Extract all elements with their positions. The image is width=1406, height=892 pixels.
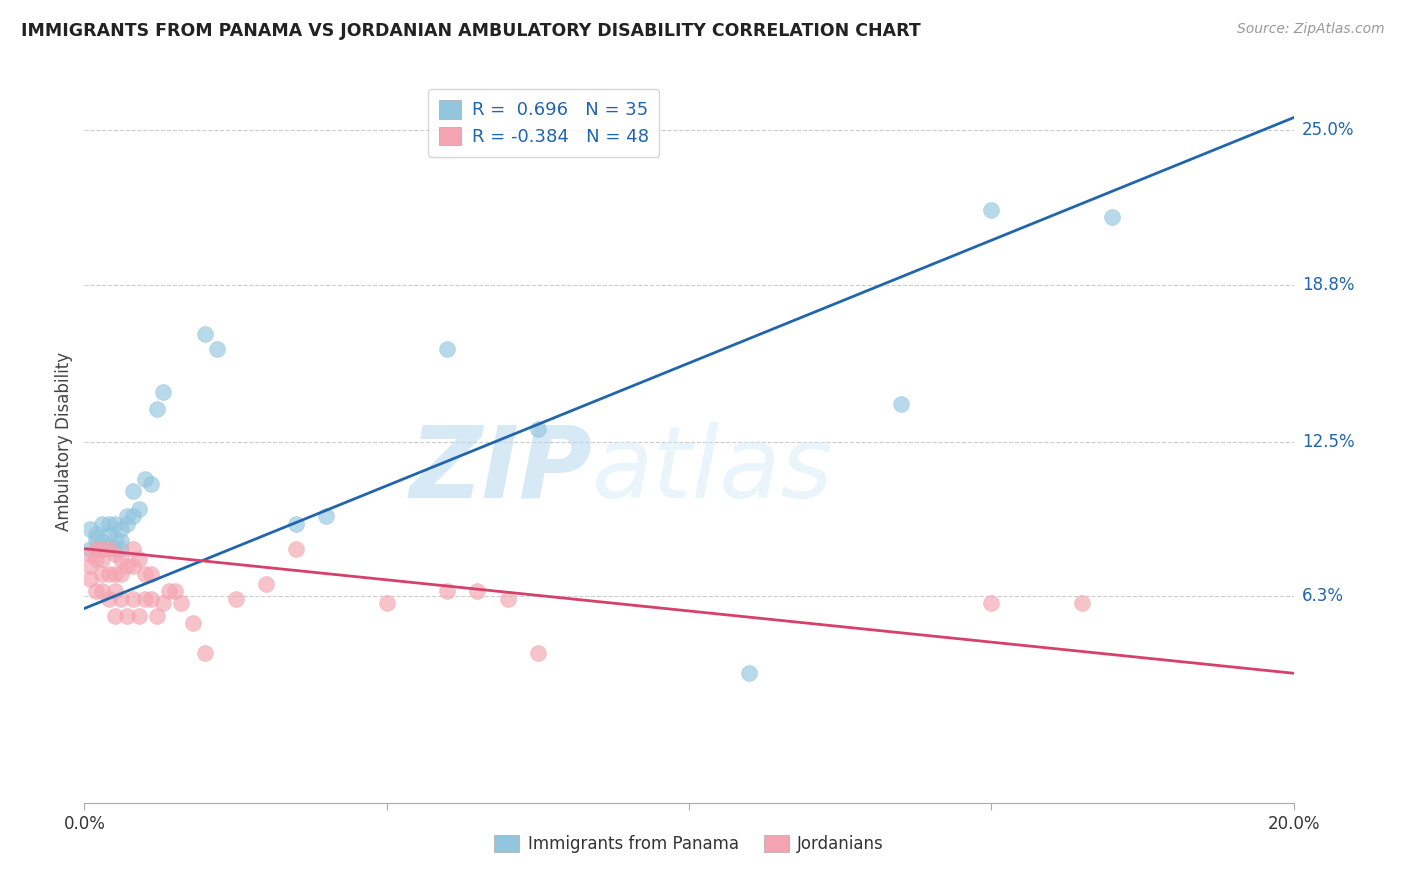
Point xyxy=(315,509,337,524)
Point xyxy=(97,591,120,606)
Point xyxy=(134,472,156,486)
Point xyxy=(128,501,150,516)
Point xyxy=(139,591,162,606)
Point xyxy=(194,327,217,342)
Text: atlas: atlas xyxy=(592,422,834,519)
Point xyxy=(165,584,187,599)
Point xyxy=(110,566,132,581)
Point xyxy=(121,484,143,499)
Point xyxy=(91,534,114,549)
Point xyxy=(110,551,132,566)
Point xyxy=(152,597,174,611)
Point xyxy=(436,584,458,599)
Point xyxy=(86,584,108,599)
Text: 12.5%: 12.5% xyxy=(1302,433,1354,450)
Point xyxy=(738,666,761,681)
Point xyxy=(194,646,217,660)
Point xyxy=(980,597,1002,611)
Point xyxy=(86,526,108,541)
Point xyxy=(139,476,162,491)
Point xyxy=(79,572,101,586)
Point xyxy=(115,559,138,574)
Point xyxy=(225,591,247,606)
Point xyxy=(121,559,143,574)
Point xyxy=(91,541,114,556)
Point xyxy=(97,539,120,553)
Point xyxy=(1101,211,1123,225)
Text: 25.0%: 25.0% xyxy=(1302,121,1354,139)
Point xyxy=(110,534,132,549)
Point xyxy=(86,541,108,556)
Point xyxy=(115,509,138,524)
Point xyxy=(97,526,120,541)
Point xyxy=(110,522,132,536)
Text: 6.3%: 6.3% xyxy=(1302,587,1344,605)
Point xyxy=(285,516,308,531)
Point xyxy=(157,584,180,599)
Point xyxy=(496,591,519,606)
Point xyxy=(115,516,138,531)
Point xyxy=(375,597,398,611)
Point xyxy=(104,609,127,624)
Point xyxy=(104,541,127,556)
Point xyxy=(91,566,114,581)
Point xyxy=(86,551,108,566)
Point xyxy=(79,559,101,574)
Point xyxy=(104,584,127,599)
Point xyxy=(97,566,120,581)
Point xyxy=(170,597,193,611)
Text: 18.8%: 18.8% xyxy=(1302,276,1354,293)
Point xyxy=(139,566,162,581)
Point xyxy=(97,541,120,556)
Point xyxy=(436,343,458,357)
Point xyxy=(97,516,120,531)
Point xyxy=(134,591,156,606)
Point xyxy=(527,422,550,436)
Text: IMMIGRANTS FROM PANAMA VS JORDANIAN AMBULATORY DISABILITY CORRELATION CHART: IMMIGRANTS FROM PANAMA VS JORDANIAN AMBU… xyxy=(21,22,921,40)
Point xyxy=(128,551,150,566)
Point xyxy=(91,551,114,566)
Point xyxy=(91,541,114,556)
Point xyxy=(152,384,174,399)
Text: ZIP: ZIP xyxy=(409,422,592,519)
Point xyxy=(128,609,150,624)
Point xyxy=(980,202,1002,217)
Point xyxy=(146,609,169,624)
Point xyxy=(86,532,108,546)
Point xyxy=(79,547,101,561)
Point xyxy=(121,509,143,524)
Point xyxy=(890,397,912,411)
Y-axis label: Ambulatory Disability: Ambulatory Disability xyxy=(55,352,73,531)
Point xyxy=(285,541,308,556)
Point xyxy=(104,547,127,561)
Point xyxy=(104,566,127,581)
Point xyxy=(104,532,127,546)
Point xyxy=(104,516,127,531)
Point xyxy=(146,402,169,417)
Point xyxy=(207,343,229,357)
Legend: Immigrants from Panama, Jordanians: Immigrants from Panama, Jordanians xyxy=(488,828,890,860)
Point xyxy=(91,584,114,599)
Point xyxy=(110,591,132,606)
Point xyxy=(181,616,204,631)
Point xyxy=(467,584,489,599)
Point xyxy=(527,646,550,660)
Point xyxy=(121,541,143,556)
Point xyxy=(1071,597,1094,611)
Point xyxy=(121,591,143,606)
Point xyxy=(115,609,138,624)
Point xyxy=(79,541,101,556)
Point xyxy=(91,516,114,531)
Point xyxy=(134,566,156,581)
Text: Source: ZipAtlas.com: Source: ZipAtlas.com xyxy=(1237,22,1385,37)
Point xyxy=(254,576,277,591)
Point xyxy=(79,522,101,536)
Point xyxy=(110,541,132,556)
